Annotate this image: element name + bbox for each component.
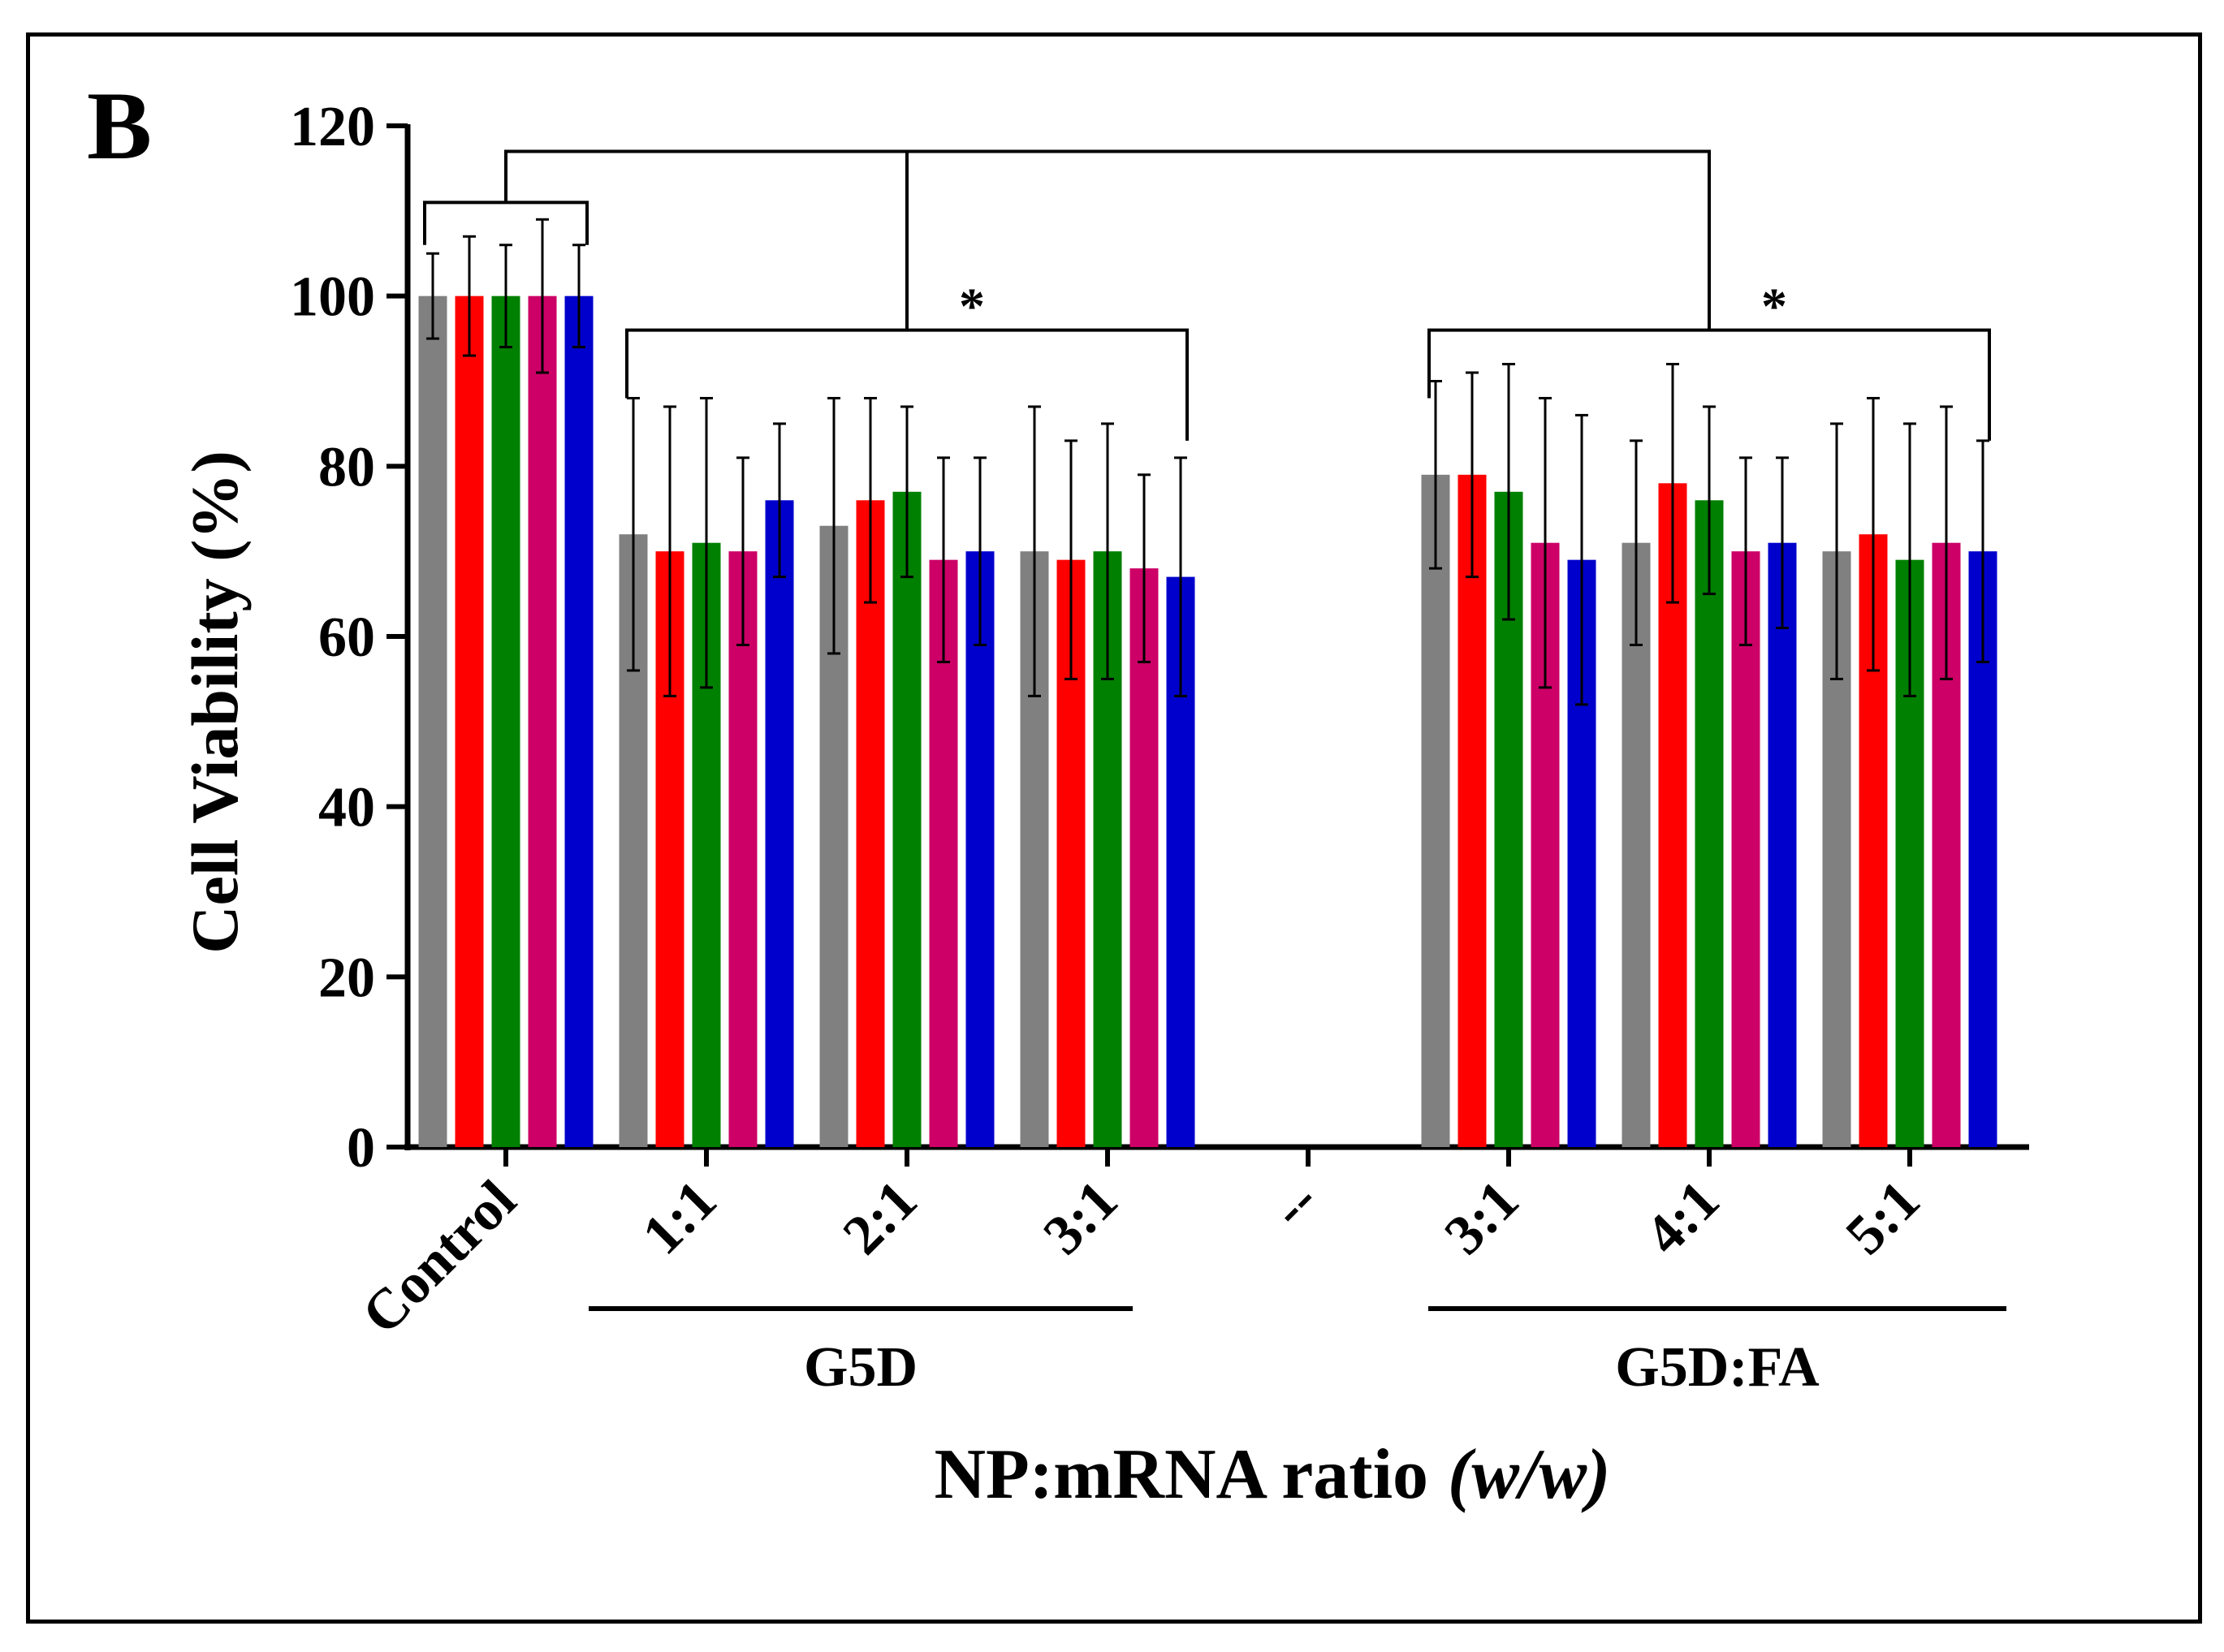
category-labels: Control 1:1 2:1 3:1 -- 3:1 4:1 5:1: [351, 1169, 1933, 1347]
category-label: 3:1: [1433, 1169, 1531, 1266]
bar: [564, 295, 594, 1148]
y-tick-label: 20: [318, 947, 375, 1009]
y-tick-label: 120: [290, 96, 375, 158]
bar: [1768, 542, 1797, 1147]
bar: [1129, 568, 1159, 1147]
error-bars: [426, 218, 1989, 706]
bars: [418, 295, 1997, 1148]
significance-brackets: * *: [423, 149, 1991, 441]
panel-label: B: [87, 71, 152, 179]
category-label: 4:1: [1634, 1169, 1731, 1266]
group-label: G5D:FA: [1615, 1336, 1820, 1399]
category-label: 3:1: [1032, 1169, 1129, 1266]
bar: [892, 491, 922, 1147]
bar: [765, 500, 794, 1147]
group-label: G5D: [804, 1336, 918, 1399]
y-axis-label: Cell Viability (%): [178, 451, 252, 954]
bar: [491, 295, 520, 1148]
y-tick-label: 100: [290, 266, 375, 329]
bar: [1421, 474, 1450, 1147]
group-bracket: [1427, 328, 1991, 441]
category-label: Control: [351, 1169, 529, 1347]
x-axis-label: NP:mRNA ratio (w/w): [935, 1435, 1611, 1514]
significance-mark: *: [1761, 278, 1787, 335]
bar: [856, 500, 885, 1147]
bar: [528, 295, 557, 1148]
figure-frame: B Cell Viability (%) NP:mRNA ratio (w/w) …: [26, 32, 2202, 1624]
significance-mark: *: [959, 278, 985, 335]
category-label: --: [1259, 1169, 1330, 1240]
bar: [728, 551, 758, 1147]
category-label: 1:1: [631, 1169, 728, 1266]
y-tick-label: 60: [318, 606, 375, 669]
bar: [1695, 500, 1724, 1147]
control-bracket: [423, 201, 589, 245]
y-tick-label: 0: [347, 1117, 375, 1180]
bar: [1731, 551, 1760, 1147]
bar: [1457, 474, 1487, 1147]
group-bracket: [625, 328, 1189, 441]
group-labels: G5D G5D:FA: [589, 1306, 2006, 1399]
main-bracket: [504, 149, 1711, 330]
bar: [965, 551, 995, 1147]
x-axis-label-main: NP:mRNA ratio: [935, 1435, 1429, 1514]
y-tick-label: 40: [318, 777, 375, 839]
bar: [455, 295, 484, 1148]
y-tick-label: 80: [318, 436, 375, 498]
bar: [418, 295, 447, 1148]
x-axis-label-unit: (w/w): [1448, 1435, 1610, 1514]
category-label: 5:1: [1834, 1169, 1932, 1266]
category-label: 2:1: [831, 1169, 929, 1266]
cell-viability-bar-chart: B Cell Viability (%) NP:mRNA ratio (w/w) …: [87, 71, 2029, 1514]
